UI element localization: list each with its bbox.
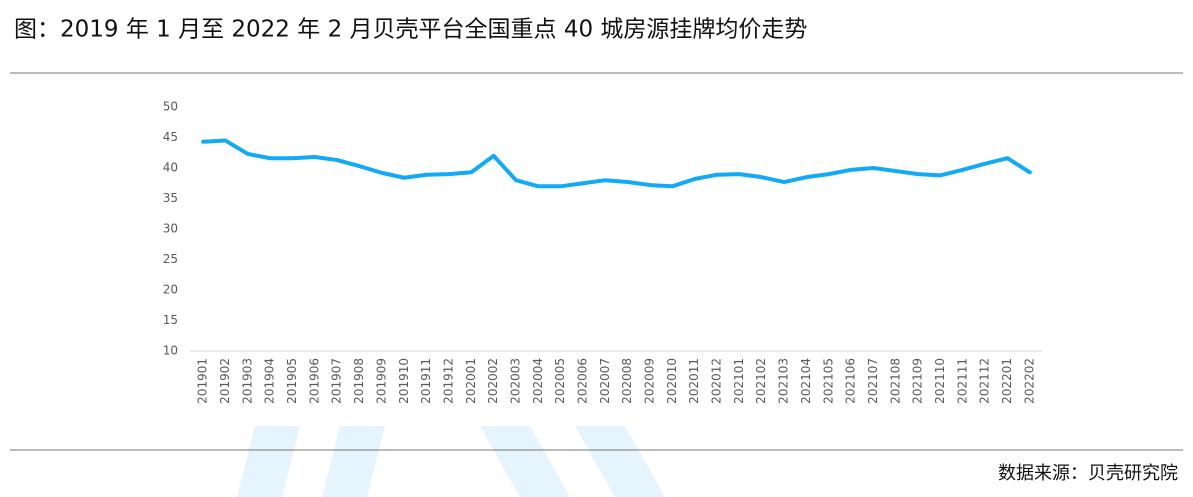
x-tick-label: 202004	[531, 358, 545, 404]
x-tick-label: 202109	[911, 358, 925, 404]
x-tick-label: 202102	[754, 358, 768, 404]
x-tick-label: 202003	[508, 358, 522, 404]
x-tick-label: 201912	[441, 358, 455, 404]
x-tick-label: 201909	[374, 358, 388, 404]
x-tick-label: 202111	[955, 358, 969, 404]
x-tick-label: 202010	[665, 358, 679, 404]
x-tick-label: 202011	[687, 358, 701, 404]
x-tick-label: 202110	[933, 358, 947, 404]
x-tick-label: 202005	[553, 358, 567, 404]
x-tick-label: 202201	[1000, 358, 1014, 404]
y-tick-label: 10	[163, 344, 178, 358]
y-tick-label: 45	[163, 130, 178, 144]
x-tick-label: 201911	[419, 358, 433, 404]
x-tick-label: 202001	[464, 358, 478, 404]
line	[201, 138, 1032, 189]
x-tick-label: 201908	[352, 358, 366, 404]
x-tick-label: 202103	[777, 358, 791, 404]
x-tick-label: 202202	[1022, 358, 1036, 404]
x-tick-label: 201903	[240, 358, 254, 404]
x-tick-label: 202107	[866, 358, 880, 404]
x-tick-label: 202002	[486, 358, 500, 404]
x-tick-label: 202006	[575, 358, 589, 404]
watermark	[237, 426, 665, 497]
y-tick-label: 35	[163, 191, 178, 205]
y-tick-label: 20	[163, 283, 178, 297]
x-tick-label: 201905	[285, 358, 299, 404]
x-tick-label: 202009	[643, 358, 657, 404]
y-tick-label: 30	[163, 222, 178, 236]
x-tick-label: 202007	[598, 358, 612, 404]
x-tick-label: 201901	[196, 358, 210, 404]
x-tick-label: 202112	[978, 358, 992, 404]
x-tick-label: 202108	[888, 358, 902, 404]
x-tick-label: 202104	[799, 358, 813, 404]
x-tick-label: 201902	[218, 358, 232, 404]
y-tick-label: 15	[163, 313, 178, 327]
y-tick-label: 25	[163, 252, 178, 266]
x-tick-label: 201907	[330, 358, 344, 404]
x-tick-label: 202012	[710, 358, 724, 404]
x-tick-label: 202101	[732, 358, 746, 404]
y-tick-label: 40	[163, 161, 178, 175]
source: 数据来源：贝壳研究院	[998, 463, 1178, 484]
x-tick-label: 201904	[263, 358, 277, 404]
x-tick-label: 202106	[844, 358, 858, 404]
x-tick-label: 202105	[821, 358, 835, 404]
x-tick-label: 201906	[307, 358, 321, 404]
title: 图：2019 年 1 月至 2022 年 2 月贝壳平台全国重点 40 城房源挂…	[14, 17, 807, 43]
y-tick-label: 50	[163, 100, 178, 114]
x-tick-label: 201910	[397, 358, 411, 404]
x-tick-label: 202008	[620, 358, 634, 404]
